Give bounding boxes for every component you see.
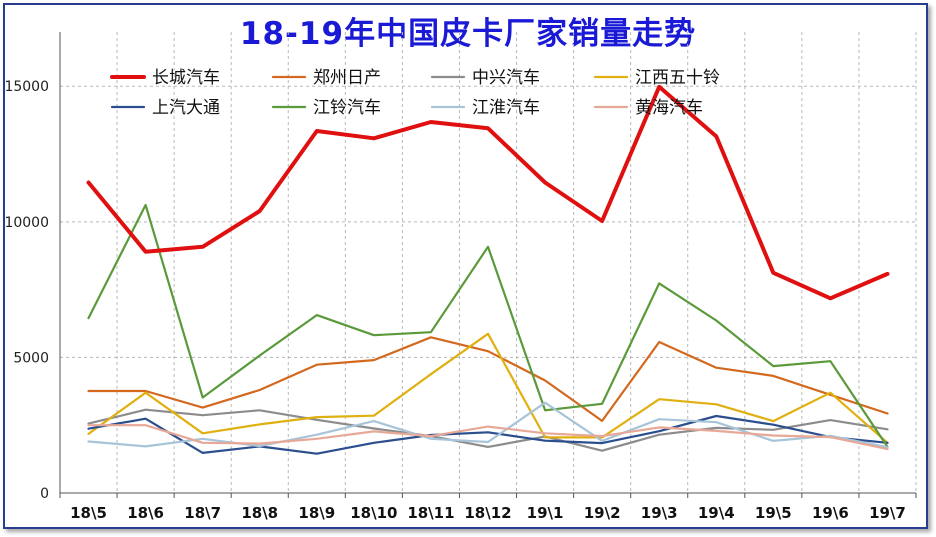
x-tick-label: 19\4	[698, 504, 735, 522]
x-tick-label: 19\6	[812, 504, 849, 522]
legend-label: 郑州日产	[313, 68, 381, 88]
legend-label: 中兴汽车	[472, 68, 540, 88]
series-line-2	[87, 336, 889, 422]
series-line-1	[86, 84, 890, 301]
x-tick-label: 18\7	[184, 504, 221, 522]
axes: 0 5000 10000 15000 18\5 18\6 18\7 18\8 18\9 18\10…	[4, 32, 917, 522]
grid	[60, 32, 917, 493]
legend-label: 江铃汽车	[313, 98, 381, 118]
y-tick-label: 5000	[13, 350, 49, 366]
legend-label: 上汽大通	[152, 98, 220, 118]
series-lines	[86, 84, 890, 455]
x-tick-label: 18\12	[464, 504, 511, 522]
legend-label: 黄海汽车	[635, 98, 703, 118]
series-line-3	[87, 408, 889, 452]
series-line-4	[87, 332, 889, 444]
x-tick-label: 18\11	[407, 504, 454, 522]
y-tick-label: 10000	[4, 215, 49, 231]
y-tick-label: 15000	[4, 79, 49, 95]
x-tick-label: 18\9	[298, 504, 335, 522]
y-tick-label: 0	[40, 486, 49, 502]
legend-label: 江西五十铃	[635, 68, 720, 88]
x-tick-label: 18\8	[241, 504, 278, 522]
x-tick-label: 18\6	[127, 504, 164, 522]
x-tick-label: 19\7	[869, 504, 906, 522]
x-tick-label: 19\5	[755, 504, 792, 522]
x-tick-label: 18\5	[70, 504, 107, 522]
series-line-8	[87, 424, 889, 451]
legend-label: 长城汽车	[152, 68, 220, 88]
x-tick-label: 18\10	[350, 504, 397, 522]
series-line-5	[87, 414, 889, 455]
legend-label: 江淮汽车	[472, 98, 540, 118]
x-tick-label: 19\3	[641, 504, 678, 522]
x-tick-label: 19\2	[584, 504, 621, 522]
chart-title: 18-19年中国皮卡厂家销量走势	[240, 16, 696, 52]
x-tick-label: 19\1	[527, 504, 564, 522]
series-line-6	[87, 203, 889, 448]
